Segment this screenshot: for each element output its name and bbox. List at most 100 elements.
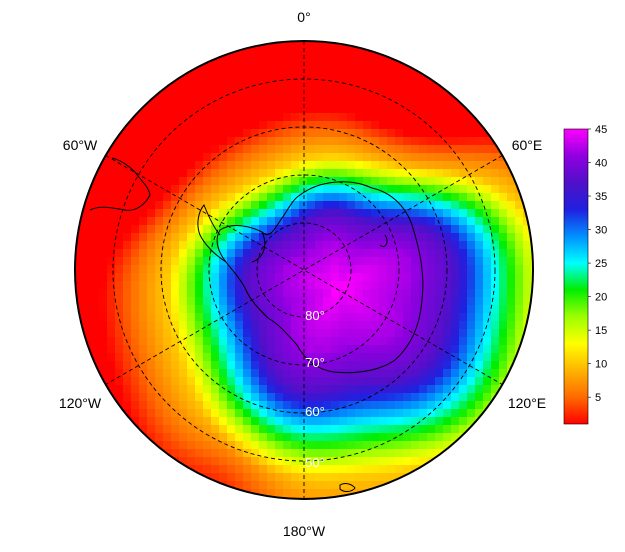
field-cell: [331, 473, 340, 482]
field-cell: [387, 273, 396, 282]
field-cell: [267, 241, 276, 250]
field-cell: [235, 345, 244, 354]
field-cell: [243, 369, 252, 378]
field-cell: [163, 241, 172, 250]
field-cell: [163, 145, 172, 154]
field-cell: [243, 481, 252, 490]
field-cell: [227, 169, 236, 178]
field-cell: [91, 217, 100, 226]
field-cell: [147, 281, 156, 290]
field-cell: [275, 257, 284, 266]
field-cell: [187, 313, 196, 322]
field-cell: [379, 489, 388, 498]
field-cell: [331, 345, 340, 354]
field-cell: [299, 425, 308, 434]
field-cell: [163, 201, 172, 210]
field-cell: [331, 425, 340, 434]
field-cell: [139, 281, 148, 290]
field-cell: [243, 81, 252, 90]
field-cell: [323, 209, 332, 218]
field-cell: [211, 193, 220, 202]
field-cell: [435, 257, 444, 266]
field-cell: [115, 209, 124, 218]
field-cell: [427, 289, 436, 298]
field-cell: [363, 177, 372, 186]
field-cell: [291, 217, 300, 226]
field-cell: [251, 473, 260, 482]
field-cell: [291, 177, 300, 186]
field-cell: [443, 393, 452, 402]
field-cell: [251, 89, 260, 98]
field-cell: [483, 153, 492, 162]
field-cell: [259, 201, 268, 210]
field-cell: [475, 361, 484, 370]
field-cell: [475, 201, 484, 210]
field-cell: [91, 337, 100, 346]
field-cell: [515, 241, 524, 250]
field-cell: [179, 65, 188, 74]
field-cell: [195, 273, 204, 282]
field-cell: [467, 137, 476, 146]
field-cell: [419, 289, 428, 298]
field-cell: [291, 345, 300, 354]
field-cell: [483, 177, 492, 186]
field-cell: [139, 273, 148, 282]
field-cell: [403, 121, 412, 130]
field-cell: [275, 369, 284, 378]
field-cell: [339, 449, 348, 458]
field-cell: [211, 177, 220, 186]
field-cell: [267, 57, 276, 66]
field-cell: [483, 305, 492, 314]
field-cell: [283, 193, 292, 202]
field-cell: [243, 313, 252, 322]
field-cell: [243, 473, 252, 482]
field-cell: [243, 441, 252, 450]
field-cell: [355, 473, 364, 482]
field-cell: [91, 321, 100, 330]
field-cell: [475, 233, 484, 242]
field-cell: [179, 161, 188, 170]
field-cell: [155, 225, 164, 234]
field-cell: [347, 313, 356, 322]
field-cell: [395, 233, 404, 242]
field-cell: [171, 257, 180, 266]
field-cell: [219, 433, 228, 442]
field-cell: [323, 401, 332, 410]
field-cell: [379, 369, 388, 378]
field-cell: [443, 177, 452, 186]
field-cell: [355, 329, 364, 338]
field-cell: [187, 257, 196, 266]
field-cell: [467, 249, 476, 258]
field-cell: [339, 473, 348, 482]
field-cell: [275, 361, 284, 370]
field-cell: [339, 121, 348, 130]
field-cell: [451, 305, 460, 314]
field-cell: [339, 441, 348, 450]
field-cell: [211, 105, 220, 114]
field-cell: [243, 121, 252, 130]
field-cell: [203, 377, 212, 386]
field-cell: [403, 153, 412, 162]
field-cell: [227, 473, 236, 482]
field-cell: [195, 105, 204, 114]
field-cell: [99, 361, 108, 370]
field-cell: [395, 313, 404, 322]
field-cell: [323, 73, 332, 82]
field-cell: [99, 185, 108, 194]
field-cell: [459, 329, 468, 338]
field-cell: [323, 433, 332, 442]
field-cell: [323, 241, 332, 250]
field-cell: [459, 393, 468, 402]
field-cell: [491, 369, 500, 378]
field-cell: [219, 209, 228, 218]
field-cell: [211, 409, 220, 418]
field-cell: [379, 417, 388, 426]
field-cell: [331, 113, 340, 122]
field-cell: [171, 401, 180, 410]
field-cell: [179, 393, 188, 402]
field-cell: [475, 425, 484, 434]
field-cell: [163, 297, 172, 306]
field-cell: [331, 217, 340, 226]
field-cell: [315, 465, 324, 474]
field-cell: [435, 113, 444, 122]
